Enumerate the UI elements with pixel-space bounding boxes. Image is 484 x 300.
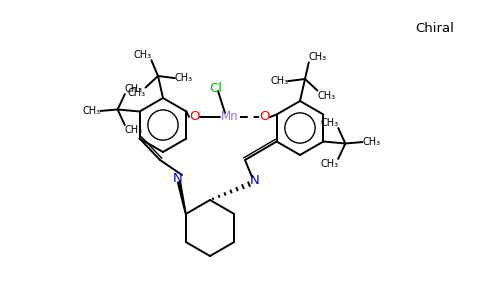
Text: Chiral: Chiral (415, 22, 454, 35)
Text: O: O (260, 110, 270, 124)
Text: CH₃: CH₃ (320, 159, 338, 169)
Text: CH₃: CH₃ (83, 106, 101, 116)
Text: CH₃: CH₃ (127, 88, 146, 98)
Text: CH₃: CH₃ (363, 137, 380, 147)
Text: Cl: Cl (210, 82, 223, 94)
Text: CH₃: CH₃ (318, 91, 335, 100)
Text: Mn: Mn (221, 110, 239, 124)
Text: CH₃: CH₃ (125, 84, 143, 94)
Text: CH₃: CH₃ (125, 125, 143, 135)
Text: N: N (250, 173, 260, 187)
Polygon shape (178, 182, 186, 214)
Text: CH₃: CH₃ (175, 73, 193, 83)
Text: CH₃: CH₃ (309, 52, 327, 62)
Text: CH₃: CH₃ (270, 76, 288, 86)
Text: O: O (189, 110, 199, 124)
Text: CH₃: CH₃ (320, 118, 338, 128)
Text: CH₃: CH₃ (133, 50, 151, 60)
Text: N: N (173, 172, 183, 184)
